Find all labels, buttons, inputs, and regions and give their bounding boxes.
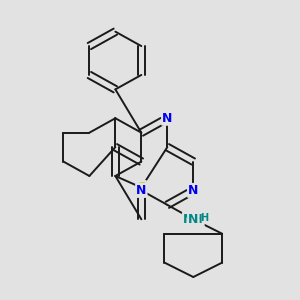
Text: N: N bbox=[162, 112, 172, 125]
Text: N: N bbox=[188, 184, 199, 197]
Text: NH: NH bbox=[183, 213, 204, 226]
Text: N: N bbox=[188, 213, 199, 226]
Text: S: S bbox=[137, 181, 146, 194]
Text: N: N bbox=[136, 184, 146, 197]
Text: H: H bbox=[200, 213, 208, 223]
